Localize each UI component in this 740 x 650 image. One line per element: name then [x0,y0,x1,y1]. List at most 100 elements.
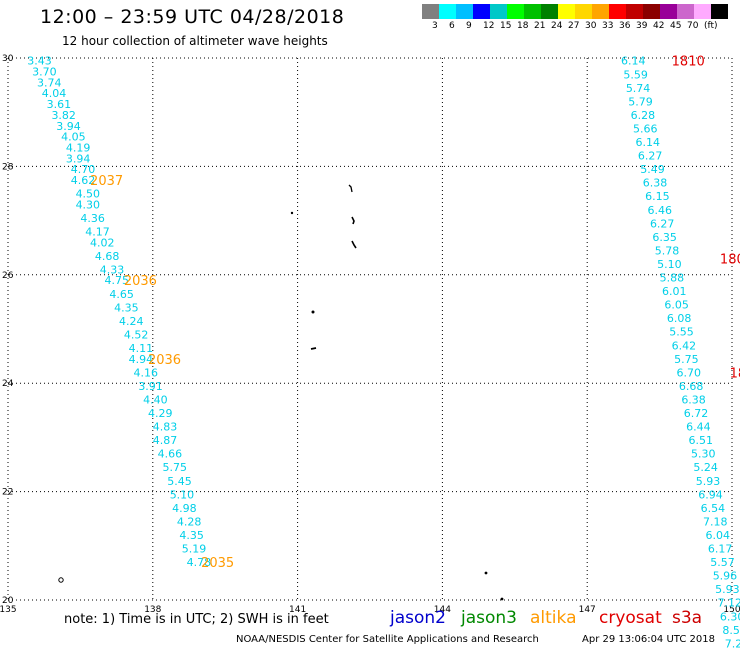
wave-height-value: 7.12 [718,597,740,610]
wave-height-value: 6.54 [701,502,726,515]
wave-height-value: 4.04 [42,87,67,100]
wave-height-value: 5.45 [167,475,192,488]
wave-height-value: 6.05 [664,299,689,312]
wave-height-value: 4.68 [95,250,120,263]
legend-s3a: s3a [672,608,703,628]
colorbar-label: 15 [500,21,512,31]
colorbar-swatch [660,4,677,19]
colorbar-swatch [558,4,575,19]
y-tick-label: 30 [2,54,14,64]
wave-height-value: 3.43 [27,55,52,68]
wave-height-value: 6.46 [648,204,673,217]
islands [58,184,504,601]
colorbar-swatch [507,4,524,19]
colorbar-label: 21 [534,21,546,31]
wave-height-value: 5.93 [715,583,740,596]
wave-height-value: 4.50 [76,188,101,201]
y-tick-label: 22 [2,488,13,498]
wave-height-value: 3.91 [138,380,163,393]
y-tick-label: 26 [2,271,14,281]
wave-height-value: 4.40 [143,393,168,406]
wave-height-value: 6.38 [681,393,706,406]
x-tick-label: 144 [434,605,451,615]
colorbar-swatch [575,4,592,19]
wave-height-value: 4.19 [66,141,91,154]
legend-cryosat: cryosat [599,608,662,628]
colorbar-label: 24 [551,21,563,31]
wave-height-value: 6.70 [676,366,701,379]
colorbar-swatch [541,4,558,19]
x-tick-label: 138 [144,605,161,615]
pass-time-label: 2035 [201,556,234,571]
wave-height-value: 6.28 [631,109,656,122]
wave-height-value: 4.75 [105,274,129,287]
wave-height-value: 4.33 [100,263,125,276]
x-tick-label: 147 [579,605,596,615]
colorbar-label: 70 [687,21,699,31]
wave-height-value: 5.66 [633,122,658,135]
grid-lines [7,57,733,601]
wave-height-value: 7.22 [725,637,740,650]
colorbar-label: (ft) [704,21,718,31]
wave-height-value: 3.74 [37,76,62,89]
wave-height-value: 4.62 [71,174,96,187]
wave-height-value: 4.66 [158,448,183,461]
island-marker [290,211,294,215]
y-tick-label: 20 [2,596,14,606]
wave-height-value: 4.35 [179,529,204,542]
wave-height-value: 4.11 [129,342,154,355]
wave-height-value: 6.15 [645,190,670,203]
island-marker [310,347,317,350]
wave-height-value: 5.78 [655,244,680,257]
wave-height-value: 4.29 [148,407,173,420]
colorbar-swatch [524,4,541,19]
island-marker [500,597,504,601]
wave-height-value: 6.04 [705,529,730,542]
wave-height-value: 5.88 [660,272,685,285]
wave-height-value: 6.01 [662,285,687,298]
colorbar-swatch [711,4,728,19]
wave-height-value: 5.10 [657,258,682,271]
pass-time-label: 180 [720,253,740,268]
island-marker [351,240,357,249]
colorbar-swatch [422,4,439,19]
x-tick-label: 150 [723,605,740,615]
wave-height-value: 5.75 [162,461,187,474]
island-marker [311,310,315,314]
colorbar-swatch [592,4,609,19]
wave-height-value: 4.65 [109,288,134,301]
wave-height-value: 4.24 [119,315,144,328]
wave-height-value: 6.72 [684,407,709,420]
wave-height-value: 4.05 [61,131,86,144]
wave-height-value: 5.74 [626,82,651,95]
colorbar-swatch [456,4,473,19]
chart-title: 12:00 – 23:59 UTC 04/28/2018 [40,6,345,28]
wave-height-value: 4.28 [177,515,202,528]
pass-time-label: 18 [730,366,740,381]
wave-height-value: 3.82 [51,109,76,122]
wave-height-value: 4.52 [124,328,149,341]
wave-height-value: 6.68 [679,380,704,393]
credit-text: NOAA/NESDIS Center for Satellite Applica… [236,634,539,645]
chart-subtitle: 12 hour collection of altimeter wave hei… [62,34,328,48]
wave-height-value: 3.94 [66,152,91,165]
wave-height-value: 4.02 [90,236,115,249]
colorbar-label: 3 [432,21,438,31]
wave-height-value: 4.78 [187,556,212,569]
colorbar-label: 27 [568,21,580,31]
wave-height-value: 5.59 [623,68,648,81]
pass-time-label: 2036 [148,353,181,368]
colorbar-labels: 3 6 9 12 15 18 21 24 27 30 33 36 39 42 45 70 (ft) [422,21,732,33]
wave-height-value: 6.14 [635,136,660,149]
wave-height-tracks: 3.433.703.744.043.613.823.944.054.193.94… [27,55,740,650]
wave-height-value: 7.18 [703,515,728,528]
wave-height-value: 3.94 [56,120,80,133]
wave-height-value: 4.87 [153,434,178,447]
island-marker [351,216,355,225]
pass-time-label: 2036 [124,274,157,289]
colorbar-label: 42 [653,21,665,31]
colorbar-label: 12 [483,21,495,31]
colorbar-label: 18 [517,21,529,31]
colorbar-swatch [473,4,490,19]
wave-height-value: 5.55 [669,326,694,339]
